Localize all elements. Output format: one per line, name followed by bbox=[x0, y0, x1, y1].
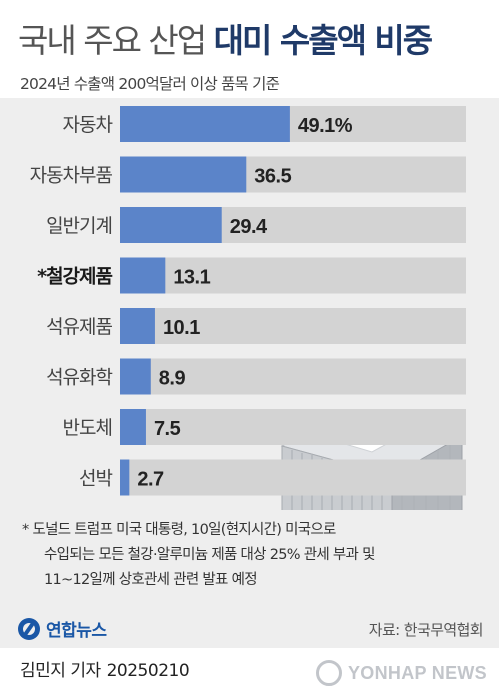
bar bbox=[120, 459, 130, 496]
byline: 김민지 기자 20250210 bbox=[20, 656, 190, 681]
yonhap-logo: 연합뉴스 bbox=[18, 616, 107, 641]
category-label: 석유화학 bbox=[46, 367, 112, 389]
bar-chart: 자동차 49.1% 자동차부품 36.5 일반기계 29.4 *철강제품 13.1 석유제품 10… bbox=[30, 106, 466, 510]
source-text: 자료: 한국무역협회 bbox=[368, 621, 484, 639]
title-light: 국내 주요 산업 bbox=[18, 21, 207, 60]
title-bold: 대미 수출액 비중 bbox=[213, 21, 433, 60]
date: 20250210 bbox=[106, 661, 190, 681]
note-line-3: 11~12일께 상호관세 관련 발표 예정 bbox=[44, 572, 258, 588]
category-label: 자동차 bbox=[63, 114, 113, 136]
value-label: 29.4 bbox=[230, 216, 268, 238]
watermark-logo-icon bbox=[316, 660, 342, 686]
subtitle: 2024년 수출액 200억달러 이상 품목 기준 bbox=[20, 75, 280, 93]
bar-track bbox=[120, 257, 466, 294]
bars-group: 자동차 49.1% 자동차부품 36.5 일반기계 29.4 *철강제품 13.1 석유제품 10… bbox=[30, 106, 466, 496]
note-line-1: * 도널드 트럼프 미국 대통령, 10일(현지시간) 미국으로 bbox=[22, 522, 336, 538]
value-label: 2.7 bbox=[137, 469, 164, 491]
bar bbox=[120, 106, 290, 142]
bar bbox=[120, 156, 247, 193]
category-label: 반도체 bbox=[63, 417, 112, 439]
category-label: *철강제품 bbox=[37, 266, 112, 288]
category-label: 석유제품 bbox=[46, 316, 112, 338]
footer-band: 연합뉴스 자료: 한국무역협회 bbox=[0, 608, 499, 648]
watermark-text: YONHAP NEWS bbox=[348, 662, 487, 683]
value-label: 36.5 bbox=[254, 166, 291, 188]
logo-text: 연합뉴스 bbox=[46, 621, 107, 641]
bar bbox=[120, 358, 151, 395]
note-line-2: 수입되는 모든 철강·알루미늄 제품 대상 25% 관세 부과 및 bbox=[44, 547, 375, 563]
page-title: 국내 주요 산업 대미 수출액 비중 bbox=[18, 14, 433, 62]
category-label: 선박 bbox=[79, 468, 112, 490]
category-label: 일반기계 bbox=[46, 215, 112, 237]
bar bbox=[120, 257, 166, 294]
value-label: 49.1% bbox=[298, 115, 353, 137]
bar-track bbox=[120, 308, 466, 344]
value-label: 7.5 bbox=[154, 418, 181, 440]
yonhap-logo-icon bbox=[18, 617, 40, 640]
value-label: 8.9 bbox=[159, 368, 186, 390]
bar bbox=[120, 409, 146, 445]
category-label: 자동차부품 bbox=[30, 165, 113, 187]
author: 김민지 기자 bbox=[20, 661, 101, 681]
notes-box: * 도널드 트럼프 미국 대통령, 10일(현지시간) 미국으로 수입되는 모든… bbox=[0, 510, 499, 608]
bar-track bbox=[120, 459, 466, 496]
bar-track bbox=[120, 358, 466, 395]
value-label: 13.1 bbox=[173, 267, 210, 289]
value-label: 10.1 bbox=[163, 317, 200, 339]
bar bbox=[120, 308, 155, 344]
bar bbox=[120, 207, 222, 243]
bar-track bbox=[120, 409, 466, 445]
watermark: YONHAP NEWS bbox=[316, 660, 487, 686]
